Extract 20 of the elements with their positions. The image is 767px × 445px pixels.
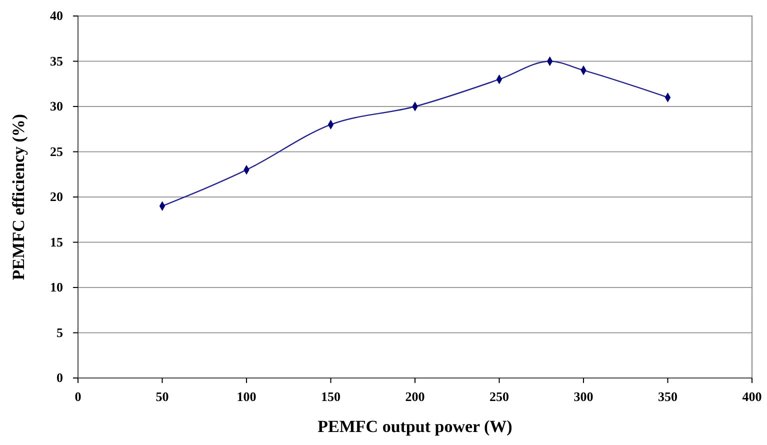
x-tick-label: 300 [574, 389, 594, 404]
x-tick-label: 200 [405, 389, 425, 404]
x-tick-label: 250 [490, 389, 509, 404]
x-tick-label: 350 [658, 389, 678, 404]
y-tick-label: 5 [56, 324, 64, 340]
x-tick-label: 50 [156, 389, 169, 404]
y-tick-label: 35 [50, 53, 64, 68]
y-tick-label: 10 [50, 280, 63, 295]
y-tick-label: 30 [50, 98, 63, 114]
x-tick-label: 100 [236, 389, 256, 404]
y-tick-label: 15 [50, 234, 64, 250]
y-tick-label: 20 [50, 189, 63, 204]
x-tick-label: 400 [742, 389, 762, 404]
x-tick-label: 0 [74, 389, 82, 404]
y-tick-label: 0 [56, 370, 63, 386]
y-axis-title: PEMFC efficiency (%) [9, 114, 28, 280]
x-tick-label: 150 [321, 389, 340, 404]
y-tick-label: 25 [50, 144, 64, 159]
x-axis-title: PEMFC output power (W) [318, 417, 512, 436]
y-tick-label: 40 [50, 8, 63, 24]
